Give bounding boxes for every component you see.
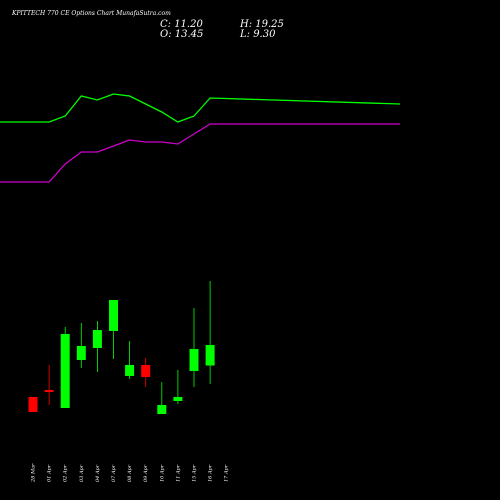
candle-body [76,346,86,360]
x-tick-label: 11 Apr [175,464,181,482]
x-tick-label: 28 Mar [31,463,37,483]
open-readout: O: 13.45 [160,29,203,40]
x-tick-label: 07 Apr [111,464,117,482]
band-lines [0,93,401,183]
candle-body [28,397,38,412]
x-tick-label: 02 Apr [63,464,69,482]
candle-body [173,397,183,401]
candle-body [44,390,54,392]
x-tick-label: 03 Apr [79,464,85,482]
chart-title: KPITTECH 770 CE Options Chart MunafaSutr… [11,10,171,17]
lower-band-line [0,123,400,183]
x-axis-ticks: 28 Mar 01 Apr 02 Apr 03 Apr 04 Apr 07 Apr 08 A… [31,463,230,483]
x-tick-label: 16 Apr [208,464,214,482]
candle-body [141,365,151,377]
candle-body [205,345,215,366]
candles [28,281,215,414]
candle-body [125,365,135,376]
x-tick-label: 15 Apr [192,464,198,482]
candle-body [157,405,167,414]
x-tick-label: 08 Apr [127,464,133,482]
x-tick-label: 17 Apr [224,464,230,482]
candle-body [109,300,118,331]
low-readout: L: 9.30 [239,29,276,40]
x-tick-label: 10 Apr [159,464,165,482]
x-tick-label: 09 Apr [143,464,149,482]
high-readout: H: 19.25 [239,19,284,30]
close-readout: C: 11.20 [160,19,203,30]
candle-body [92,330,102,348]
candle-body [60,334,70,408]
upper-band-line [0,93,401,123]
candle-body [189,349,199,371]
x-tick-label: 04 Apr [95,464,101,482]
x-tick-label: 01 Apr [47,464,53,482]
